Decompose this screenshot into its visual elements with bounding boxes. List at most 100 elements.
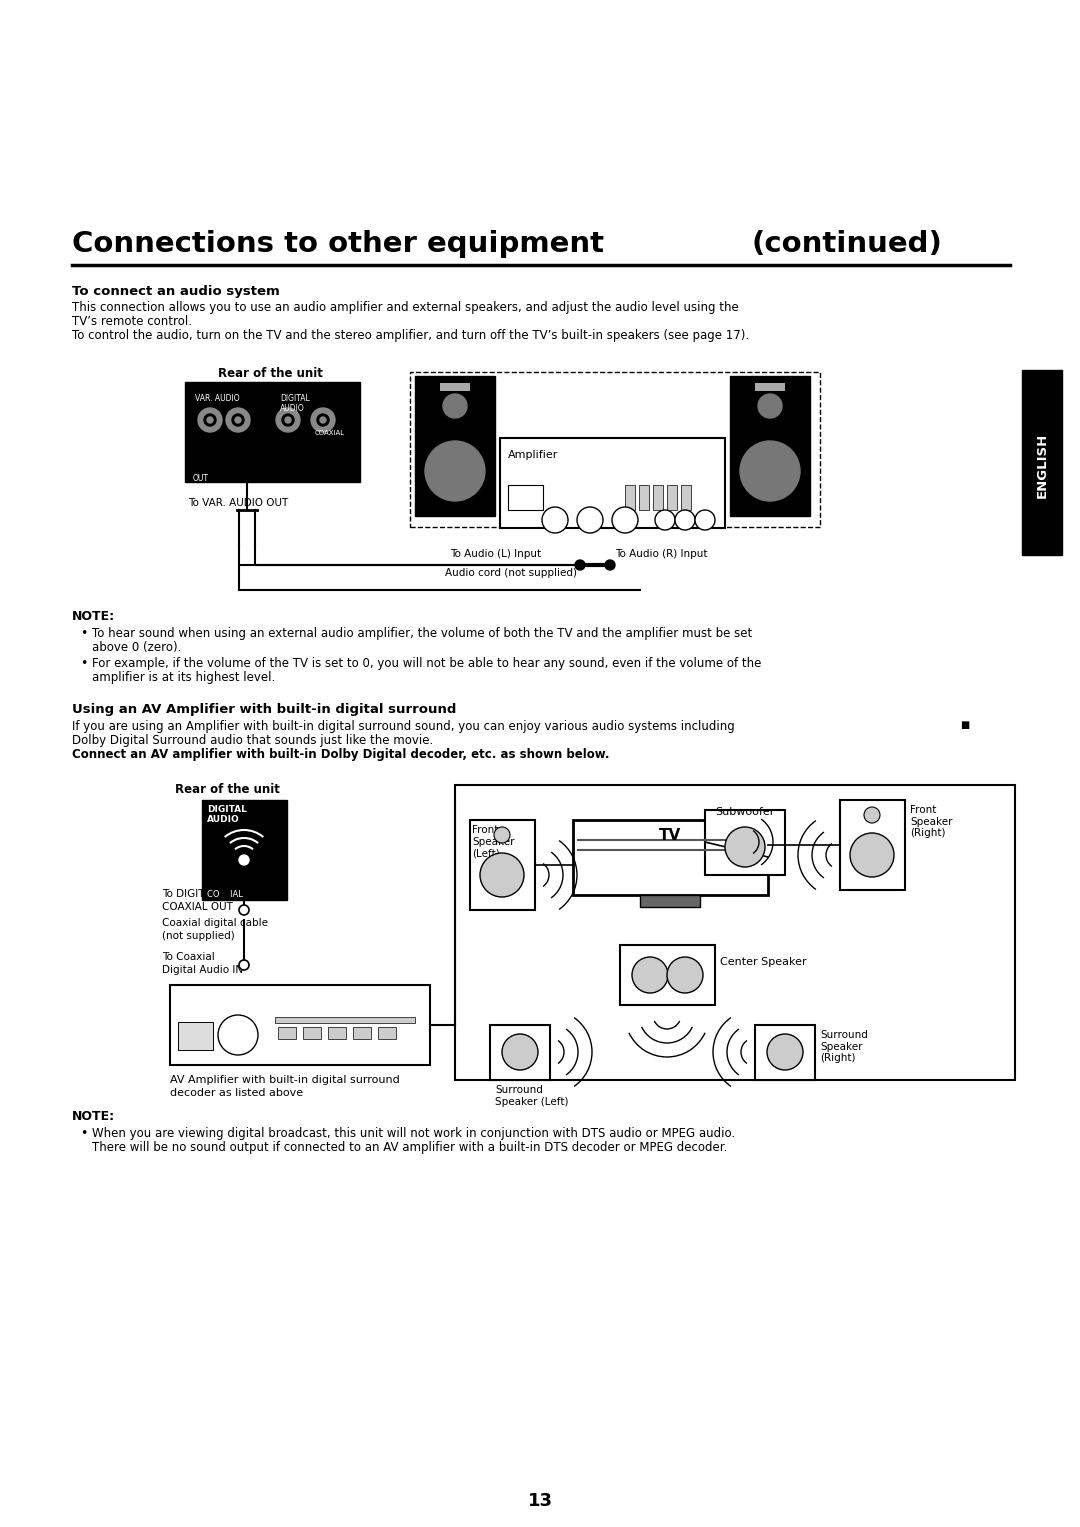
Text: NOTE:: NOTE:	[72, 609, 116, 623]
Bar	[755, 383, 785, 391]
Text: Surround
Speaker (Left): Surround Speaker (Left)	[495, 1086, 568, 1107]
Text: For example, if the volume of the TV is set to 0, you will not be able to hear a: For example, if the volume of the TV is …	[92, 657, 761, 670]
Text: •: •	[80, 1127, 87, 1141]
Text: TV’s remote control.: TV’s remote control.	[72, 315, 192, 328]
Bar	[415, 376, 495, 516]
Bar	[840, 800, 905, 890]
Bar	[1022, 370, 1062, 554]
Text: AV Amplifier with built-in digital surround: AV Amplifier with built-in digital surro…	[170, 1075, 400, 1086]
Text: Rear of the unit: Rear of the unit	[218, 366, 323, 380]
Text: TV: TV	[659, 828, 681, 843]
Text: COAXIAL: COAXIAL	[315, 431, 346, 437]
Text: •: •	[80, 657, 87, 670]
Text: To hear sound when using an external audio amplifier, the volume of both the TV : To hear sound when using an external aud…	[92, 628, 753, 640]
Circle shape	[850, 834, 894, 876]
Bar	[620, 945, 715, 1005]
Circle shape	[725, 828, 765, 867]
Text: To VAR. AUDIO OUT: To VAR. AUDIO OUT	[188, 498, 288, 508]
Circle shape	[577, 507, 603, 533]
Text: Center Speaker: Center Speaker	[720, 957, 807, 967]
Circle shape	[443, 394, 467, 418]
Bar	[328, 1028, 346, 1038]
Text: To connect an audio system: To connect an audio system	[72, 286, 280, 298]
Text: amplifier is at its highest level.: amplifier is at its highest level.	[92, 670, 275, 684]
Text: 13: 13	[527, 1492, 553, 1510]
Circle shape	[239, 855, 249, 864]
Text: CO    IAL: CO IAL	[207, 890, 243, 899]
Text: Connections to other equipment: Connections to other equipment	[72, 231, 604, 258]
Circle shape	[218, 1015, 258, 1055]
Text: There will be no sound output if connected to an AV amplifier with a built-in DT: There will be no sound output if connect…	[92, 1141, 727, 1154]
Text: When you are viewing digital broadcast, this unit will not work in conjunction w: When you are viewing digital broadcast, …	[92, 1127, 735, 1141]
Circle shape	[494, 828, 510, 843]
Text: ENGLISH: ENGLISH	[1036, 432, 1049, 498]
Text: To control the audio, turn on the TV and the stereo amplifier, and turn off the : To control the audio, turn on the TV and…	[72, 328, 750, 342]
Text: Dolby Digital Surround audio that sounds just like the movie.: Dolby Digital Surround audio that sounds…	[72, 734, 433, 747]
Bar	[185, 382, 360, 483]
Bar	[202, 800, 287, 899]
Text: Subwoofer: Subwoofer	[715, 806, 774, 817]
Text: To DIGITAL AUDIO: To DIGITAL AUDIO	[162, 889, 254, 899]
Circle shape	[542, 507, 568, 533]
Circle shape	[480, 854, 524, 896]
Bar	[490, 1025, 550, 1080]
Circle shape	[667, 957, 703, 993]
Circle shape	[654, 510, 675, 530]
Bar	[470, 820, 535, 910]
Text: Surround
Speaker
(Right): Surround Speaker (Right)	[820, 1031, 868, 1063]
Bar	[500, 438, 725, 528]
Bar	[170, 985, 430, 1064]
Circle shape	[696, 510, 715, 530]
Circle shape	[605, 560, 615, 570]
Text: To Coaxial: To Coaxial	[162, 951, 215, 962]
Text: Digital Audio IN: Digital Audio IN	[162, 965, 243, 976]
Bar	[275, 1017, 415, 1023]
Circle shape	[675, 510, 696, 530]
Bar	[353, 1028, 372, 1038]
Text: Front
Speaker
(Left): Front Speaker (Left)	[472, 825, 514, 858]
Bar	[667, 486, 677, 510]
Text: To Audio (L) Input: To Audio (L) Input	[450, 550, 541, 559]
Circle shape	[318, 414, 329, 426]
Bar	[508, 486, 543, 510]
Bar	[640, 895, 700, 907]
Circle shape	[282, 414, 294, 426]
Bar	[440, 383, 470, 391]
Circle shape	[198, 408, 222, 432]
Bar	[705, 809, 785, 875]
Circle shape	[239, 960, 249, 970]
Circle shape	[864, 806, 880, 823]
Text: DIGITAL
AUDIO: DIGITAL AUDIO	[207, 805, 247, 825]
Text: COAXIAL OUT: COAXIAL OUT	[162, 902, 233, 912]
Text: decoder as listed above: decoder as listed above	[170, 1089, 303, 1098]
Text: Rear of the unit: Rear of the unit	[175, 783, 280, 796]
Text: This connection allows you to use an audio amplifier and external speakers, and : This connection allows you to use an aud…	[72, 301, 739, 315]
Text: Audio cord (not supplied): Audio cord (not supplied)	[445, 568, 577, 579]
Bar	[730, 376, 810, 516]
Circle shape	[767, 1034, 804, 1070]
Circle shape	[239, 906, 249, 915]
Circle shape	[226, 408, 249, 432]
Text: (not supplied): (not supplied)	[162, 931, 234, 941]
Bar	[653, 486, 663, 510]
Text: Front
Speaker
(Right): Front Speaker (Right)	[910, 805, 953, 838]
Circle shape	[758, 394, 782, 418]
Text: To Audio (R) Input: To Audio (R) Input	[615, 550, 707, 559]
Circle shape	[207, 417, 213, 423]
Bar	[681, 486, 691, 510]
Text: Amplifier: Amplifier	[508, 450, 558, 460]
Text: VAR. AUDIO: VAR. AUDIO	[195, 394, 240, 403]
Text: OUT: OUT	[193, 473, 210, 483]
Bar	[178, 1022, 213, 1051]
Bar	[378, 1028, 396, 1038]
Text: NOTE:: NOTE:	[72, 1110, 116, 1122]
Bar	[455, 785, 1015, 1080]
Bar	[573, 820, 768, 895]
Bar	[410, 373, 820, 527]
Circle shape	[285, 417, 291, 423]
Circle shape	[502, 1034, 538, 1070]
Text: DIGITAL
AUDIO: DIGITAL AUDIO	[280, 394, 310, 414]
Text: ■: ■	[960, 721, 969, 730]
Circle shape	[612, 507, 638, 533]
Circle shape	[632, 957, 669, 993]
